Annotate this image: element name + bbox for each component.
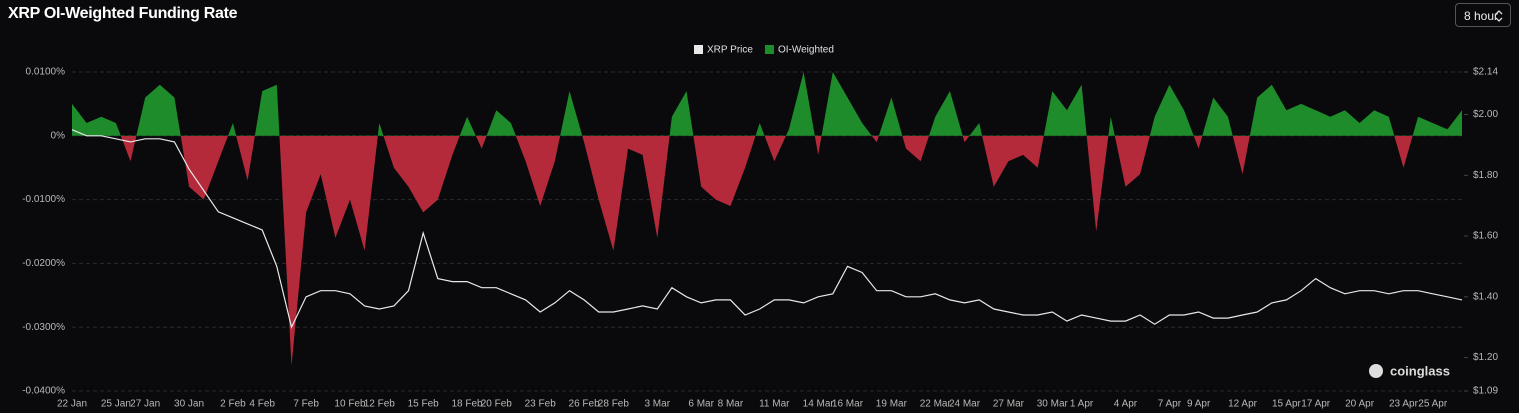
x-tick-label: 17 Apr (1301, 399, 1331, 410)
y-tick-label: -0.0200% (22, 258, 65, 269)
x-tick-label: 25 Apr (1418, 399, 1448, 410)
x-tick-label: 20 Apr (1345, 399, 1375, 410)
x-tick-label: 4 Apr (1114, 399, 1138, 410)
funding-area (72, 72, 1462, 366)
x-tick-label: 24 Mar (949, 399, 981, 410)
chart-title: XRP OI-Weighted Funding Rate (8, 5, 238, 22)
x-tick-label: 7 Feb (293, 399, 319, 410)
x-tick-label: 6 Mar (688, 399, 714, 410)
x-tick-label: 12 Feb (364, 399, 396, 410)
x-tick-label: 25 Jan (101, 399, 131, 410)
x-tick-label: 20 Feb (481, 399, 513, 410)
y2-tick-label: $2.00 (1473, 109, 1498, 120)
y2-tick-label: $1.60 (1473, 231, 1498, 242)
y-tick-label: 0% (51, 130, 66, 141)
y2-tick-label: $1.20 (1473, 352, 1498, 363)
x-tick-label: 23 Feb (525, 399, 557, 410)
x-tick-label: 3 Mar (644, 399, 670, 410)
watermark: coinglass (1369, 363, 1450, 378)
x-tick-label: 27 Jan (130, 399, 160, 410)
x-tick-label: 11 Mar (759, 399, 790, 410)
watermark-text: coinglass (1390, 363, 1450, 378)
chevron-icon (1495, 10, 1503, 22)
y2-tick-label: $2.14 (1473, 67, 1498, 78)
x-tick-label: 16 Mar (832, 399, 864, 410)
y2-tick-label: $1.09 (1473, 386, 1498, 397)
x-tick-label: 15 Apr (1272, 399, 1302, 410)
y-tick-label: -0.0300% (22, 322, 65, 333)
x-tick-label: 26 Feb (569, 399, 601, 410)
x-tick-label: 27 Mar (993, 399, 1025, 410)
y-tick-label: -0.0100% (22, 194, 65, 205)
legend-swatch (694, 45, 703, 54)
interval-label: 8 hour (1464, 9, 1499, 23)
x-tick-label: 8 Mar (718, 399, 744, 410)
price-line (71, 129, 1463, 329)
x-tick-label: 28 Feb (598, 399, 630, 410)
legend-label: XRP Price (707, 45, 753, 56)
y2-tick-label: $1.40 (1473, 291, 1498, 302)
x-tick-label: 1 Apr (1070, 399, 1094, 410)
x-tick-label: 10 Feb (334, 399, 366, 410)
x-tick-label: 14 Mar (803, 399, 835, 410)
x-tick-label: 19 Mar (876, 399, 908, 410)
interval-dropdown[interactable]: 8 hour (1455, 3, 1511, 27)
x-tick-label: 22 Jan (57, 399, 87, 410)
x-tick-label: 9 Apr (1187, 399, 1211, 410)
x-tick-label: 23 Apr (1389, 399, 1419, 410)
legend-label: OI-Weighted (778, 45, 834, 56)
x-tick-label: 4 Feb (249, 399, 275, 410)
x-tick-label: 15 Feb (408, 399, 440, 410)
x-tick-label: 12 Apr (1228, 399, 1258, 410)
x-tick-label: 2 Feb (220, 399, 246, 410)
x-tick-label: 7 Apr (1158, 399, 1182, 410)
x-tick-label: 30 Mar (1037, 399, 1069, 410)
y2-tick-label: $1.80 (1473, 170, 1498, 181)
legend: XRP Price OI-Weighted (694, 45, 834, 56)
x-tick-label: 18 Feb (451, 399, 483, 410)
legend-swatch (764, 45, 774, 54)
y-tick-label: 0.0100% (26, 67, 66, 78)
x-tick-label: 22 Mar (920, 399, 952, 410)
x-tick-label: 30 Jan (174, 399, 204, 410)
y-tick-label: -0.0400% (22, 386, 65, 397)
